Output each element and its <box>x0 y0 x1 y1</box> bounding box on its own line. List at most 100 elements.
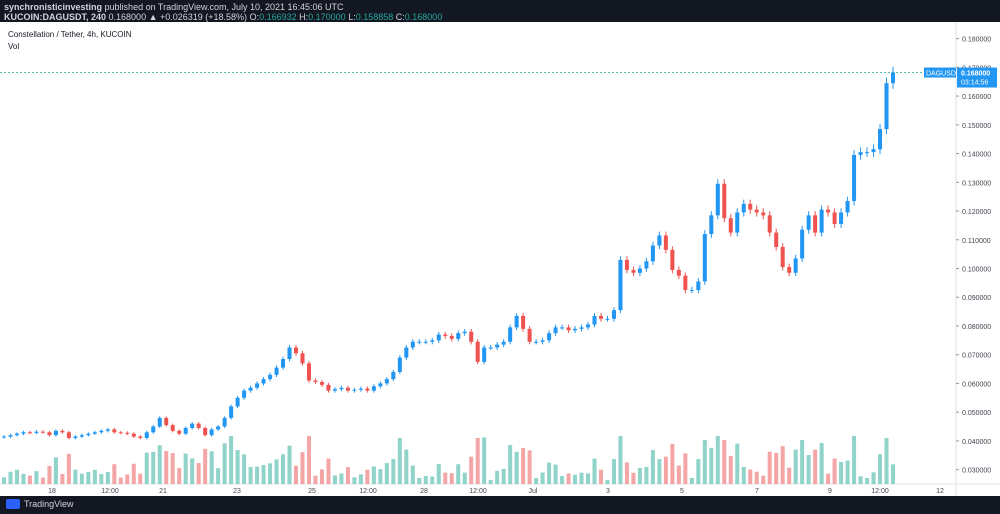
candle-body <box>637 268 642 273</box>
open-label: O: <box>249 12 260 22</box>
author-name[interactable]: synchronisticinvesting <box>4 2 103 12</box>
candle-body <box>261 379 266 384</box>
publish-info: published on TradingView.com, July 10, 2… <box>104 2 344 12</box>
volume-bar <box>839 461 844 484</box>
volume-bar <box>683 453 688 484</box>
candle-body <box>495 344 500 348</box>
volume-bar <box>611 459 616 484</box>
volume-label: Vol <box>8 42 20 51</box>
candle-body <box>47 432 52 436</box>
candle-body <box>287 347 292 360</box>
volume-bar <box>248 466 253 484</box>
volume-bar <box>229 436 234 484</box>
candle-body <box>384 379 389 384</box>
volume-bar <box>86 471 91 484</box>
volume-bar <box>735 443 740 484</box>
volume-bar <box>644 467 649 484</box>
volume-bar <box>397 438 402 484</box>
volume-bar <box>826 473 831 484</box>
volume-bar <box>170 453 175 484</box>
volume-bar <box>177 468 182 484</box>
volume-bar <box>138 473 143 484</box>
volume-bar <box>573 474 578 484</box>
volume-bar <box>488 480 493 484</box>
candle-body <box>410 341 415 348</box>
candle-body <box>300 353 305 364</box>
volume-bar <box>384 463 389 484</box>
candle-body <box>222 417 227 427</box>
y-tick-label: 0.110000 <box>962 238 991 245</box>
candle-body <box>806 215 811 230</box>
top-bar: synchronisticinvesting published on Trad… <box>0 0 1000 22</box>
candle-body <box>417 341 422 343</box>
volume-bar <box>339 473 344 484</box>
volume-bar <box>521 447 526 484</box>
volume-bar <box>79 473 84 484</box>
symbol-tag <box>924 67 956 78</box>
volume-bar <box>852 436 857 484</box>
y-tick-label: 0.090000 <box>962 295 991 302</box>
volume-bar <box>332 475 337 484</box>
volume-bar <box>878 454 883 484</box>
y-tick-label: 0.070000 <box>962 353 991 360</box>
candle-body <box>34 431 39 433</box>
x-tick-label: 12:00 <box>469 488 487 495</box>
volume-bar <box>650 450 655 484</box>
volume-bar <box>222 443 227 484</box>
volume-bar <box>378 469 383 484</box>
volume-bar <box>553 464 558 484</box>
candle-body <box>177 430 182 434</box>
volume-bar <box>345 467 350 484</box>
volume-bar <box>780 446 785 484</box>
volume-bar <box>423 476 428 484</box>
candle-body <box>443 334 448 337</box>
volume-bar <box>527 450 532 484</box>
candle-body <box>722 183 727 219</box>
candle-body <box>436 334 441 341</box>
candle-body <box>358 388 363 390</box>
candle-body <box>157 417 162 427</box>
candle-body <box>449 336 454 339</box>
x-tick-label: 12:00 <box>359 488 377 495</box>
volume-bar <box>40 477 45 484</box>
y-tick-label: 0.120000 <box>962 209 991 216</box>
candle-body <box>501 341 506 345</box>
volume-bar <box>534 478 539 484</box>
volume-bar <box>793 449 798 484</box>
volume-bar <box>566 473 571 484</box>
volume-bar <box>242 454 247 484</box>
y-tick-label: 0.180000 <box>962 37 991 44</box>
volume-bar <box>858 476 863 484</box>
candle-body <box>144 432 149 439</box>
candle-body <box>105 429 110 431</box>
candle-body <box>391 371 396 380</box>
y-tick-label: 0.150000 <box>962 123 991 130</box>
candle-body <box>306 363 311 381</box>
candle-body <box>741 203 746 213</box>
candle-body <box>125 432 130 434</box>
volume-bar <box>358 474 363 484</box>
candle-body <box>14 433 19 436</box>
candle-body <box>281 359 286 368</box>
candle-body <box>780 246 785 268</box>
candle-body <box>618 259 623 311</box>
candle-body <box>73 436 78 439</box>
tradingview-logo[interactable]: TradingView <box>6 499 74 509</box>
candle-body <box>345 387 350 391</box>
x-tick-label: 12:00 <box>871 488 889 495</box>
candle-body <box>702 234 707 282</box>
price-chart[interactable]: 0.1800000.1700000.1600000.1500000.140000… <box>0 22 1000 496</box>
volume-bar <box>728 455 733 484</box>
volume-bar <box>196 463 201 484</box>
low-value: 0.158858 <box>355 12 394 22</box>
chart-frame[interactable]: 0.1800000.1700000.1600000.1500000.140000… <box>0 22 1000 496</box>
candle-body <box>66 432 71 439</box>
low-label: L: <box>348 12 356 22</box>
volume-bar <box>501 468 506 484</box>
volume-bar <box>663 456 668 484</box>
volume-bar <box>884 438 889 484</box>
volume-bar <box>255 466 260 484</box>
candle-body <box>865 152 870 154</box>
candle-body <box>378 383 383 387</box>
candle-body <box>332 389 337 391</box>
